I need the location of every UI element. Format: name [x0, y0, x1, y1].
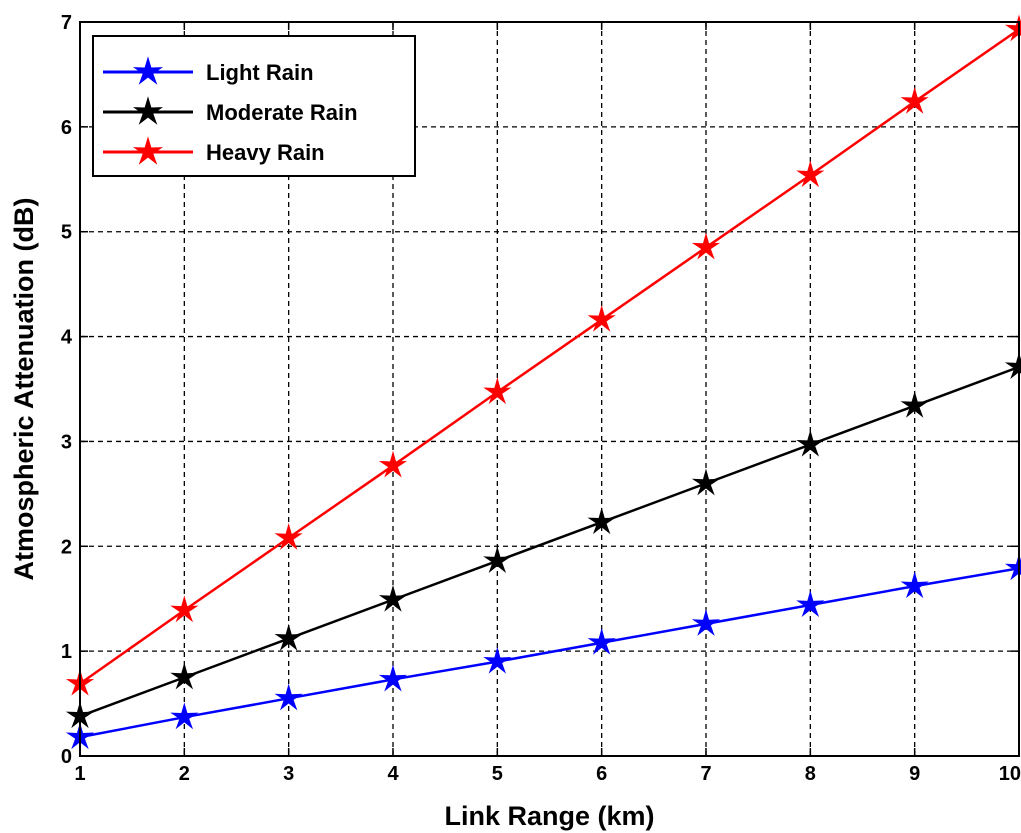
y-axis-label: Atmospheric Attenuation (dB)	[9, 198, 39, 581]
data-point	[587, 304, 616, 332]
series-line	[79, 567, 1020, 739]
y-tick-label: 0	[61, 746, 72, 768]
legend-item: Heavy Rain	[103, 136, 325, 165]
data-point	[274, 523, 303, 550]
x-tick-label: 3	[283, 763, 294, 785]
x-tick-label: 5	[492, 763, 503, 785]
series-moderate-rain	[65, 352, 1021, 729]
legend-marker	[133, 96, 163, 125]
data-point	[691, 468, 721, 496]
data-point	[691, 232, 721, 260]
data-point	[796, 429, 825, 457]
legend-label: Light Rain	[206, 60, 314, 85]
data-point	[691, 609, 721, 636]
legend-marker	[133, 56, 163, 85]
data-point	[587, 507, 616, 535]
plot-frame	[79, 21, 1020, 757]
legend-marker	[133, 136, 163, 165]
x-tick-label: 2	[179, 763, 190, 785]
series-line	[79, 28, 1020, 685]
y-tick-label: 4	[61, 327, 73, 349]
data-point	[587, 627, 616, 655]
legend-label: Moderate Rain	[206, 100, 358, 125]
x-tick-label: 10	[999, 763, 1021, 785]
y-tick-label: 6	[61, 117, 72, 139]
x-tick-label: 4	[387, 763, 399, 785]
data-point	[378, 584, 408, 612]
x-tick-label: 9	[909, 763, 920, 785]
legend-item: Moderate Rain	[103, 96, 358, 125]
x-tick-label: 8	[805, 763, 816, 785]
data-point	[170, 595, 199, 623]
legend-label: Heavy Rain	[206, 140, 325, 165]
data-point	[900, 86, 929, 114]
data-point	[483, 646, 512, 674]
legend-item: Light Rain	[103, 56, 314, 85]
legend: Light Rain Moderate Rain Heavy Rain	[92, 35, 416, 177]
data-point	[900, 390, 929, 418]
data-point	[483, 546, 512, 573]
y-tick-label: 5	[61, 222, 72, 244]
series-line	[79, 365, 1020, 718]
y-tick-label: 3	[61, 431, 72, 453]
y-tick-label: 7	[61, 12, 72, 34]
data-point	[796, 590, 825, 618]
data-point	[483, 377, 512, 405]
x-axis-label: Link Range (km)	[444, 801, 654, 831]
x-tick-label: 7	[700, 763, 711, 785]
data-point	[378, 450, 408, 478]
y-tick-label: 1	[61, 641, 72, 663]
data-point	[170, 662, 199, 690]
x-tick-label: 1	[74, 763, 85, 785]
data-point	[900, 571, 929, 599]
data-point	[274, 683, 303, 711]
y-tick-label: 2	[61, 536, 72, 558]
x-tick-label: 6	[596, 763, 607, 785]
data-point	[274, 623, 303, 651]
data-point	[378, 664, 408, 692]
data-point	[796, 160, 825, 188]
data-point	[170, 702, 199, 730]
